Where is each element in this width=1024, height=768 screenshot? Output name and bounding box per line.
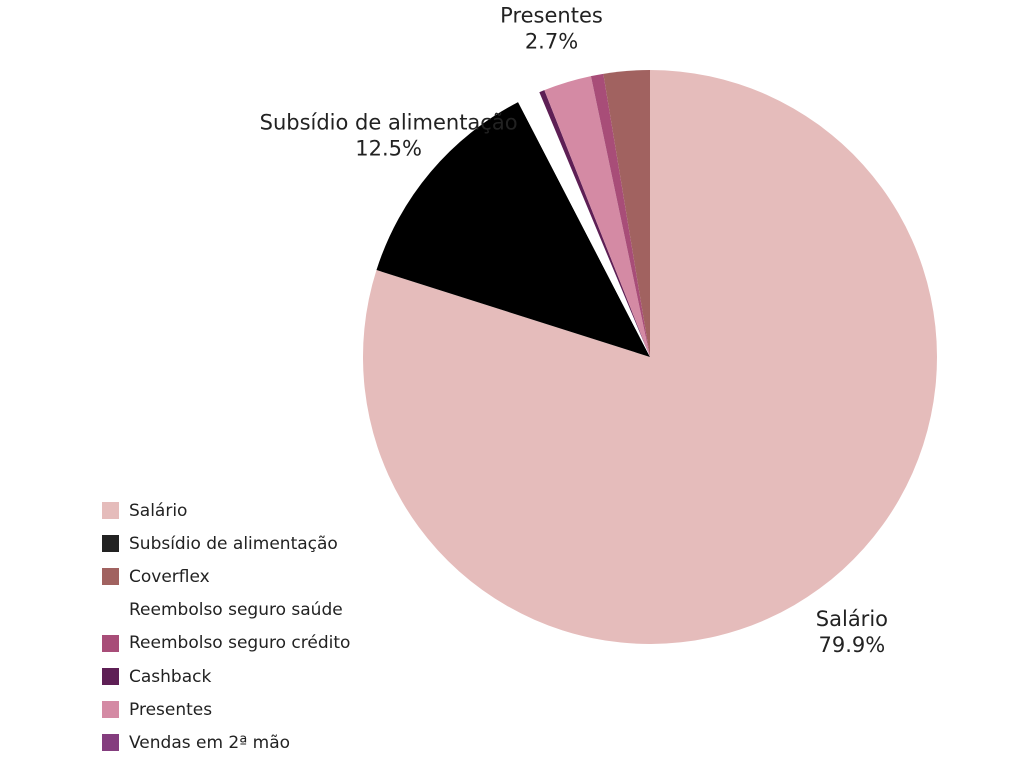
legend-label: Salário (129, 500, 188, 521)
legend-swatch (102, 535, 119, 553)
pie-slice-reembolso-seguro-saude (518, 92, 650, 357)
legend-item-reembolso-seguro-saude: Reembolso seguro saúde (102, 594, 350, 627)
legend-swatch (102, 634, 119, 652)
legend-swatch (102, 502, 119, 520)
slice-label-presentes: Presentes 2.7% (500, 4, 603, 54)
pie-slice-cashback (539, 90, 650, 358)
legend-item-subsidio-de-alimentacao: Subsídio de alimentação (102, 527, 350, 560)
pie-slice-coverflex (603, 70, 650, 357)
legend-label: Vendas em 2ª mão (129, 732, 291, 753)
legend-item-coverflex: Coverflex (102, 560, 350, 593)
slice-label-name: Presentes (500, 4, 603, 28)
legend-item-cashback: Cashback (102, 660, 350, 693)
pie-slice-salario (362, 70, 937, 644)
pie-slice-reembolso-seguro-credito (590, 73, 650, 357)
legend-label: Subsídio de alimentação (129, 533, 338, 554)
slice-label-name: Subsídio de alimentação (260, 111, 518, 135)
legend-label: Reembolso seguro crédito (129, 633, 351, 654)
pie-slice-subsidio-de-alimentacao (376, 102, 650, 357)
slice-label-salario: Salário 79.9% (816, 607, 888, 657)
legend-label: Reembolso seguro saúde (129, 600, 343, 621)
legend-label: Coverflex (129, 566, 210, 587)
slice-label-subsidio-de-alimentacao: Subsídio de alimentação 12.5% (260, 111, 518, 161)
legend-item-salario: Salário (102, 494, 350, 527)
legend-item-presentes: Presentes (102, 693, 350, 726)
legend-label: Cashback (129, 666, 212, 687)
legend-item-reembolso-seguro-credito: Reembolso seguro crédito (102, 627, 350, 660)
legend-item-vendas-em-2-mao: Vendas em 2ª mão (102, 726, 350, 759)
chart-legend: Salário Subsídio de alimentação Coverflex R… (102, 494, 350, 760)
legend-swatch (102, 668, 119, 686)
legend-swatch (102, 568, 119, 586)
legend-swatch (102, 601, 119, 619)
pie-slice-presentes (544, 76, 650, 358)
slice-label-percent: 12.5% (355, 137, 422, 161)
legend-label: Presentes (129, 699, 213, 720)
slice-label-name: Salário (816, 607, 888, 631)
slice-label-percent: 2.7% (525, 30, 578, 54)
slice-label-percent: 79.9% (819, 633, 886, 657)
legend-swatch (102, 734, 119, 752)
legend-swatch (102, 701, 119, 719)
